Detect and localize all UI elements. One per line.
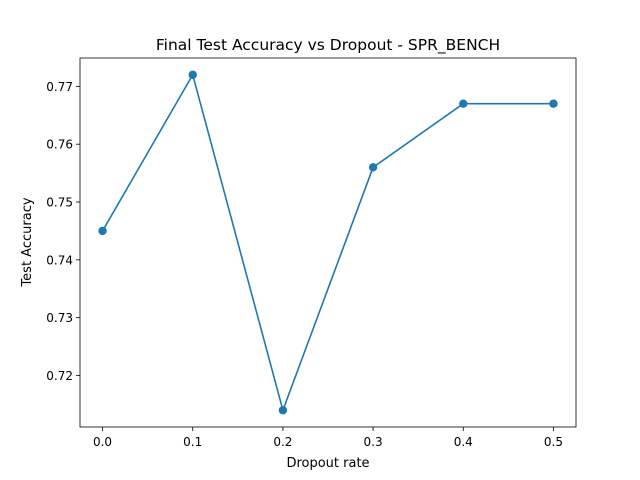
plot-frame	[79, 57, 577, 428]
data-point	[549, 99, 558, 108]
y-axis-label: Test Accuracy	[20, 197, 35, 287]
y-tick-label: 0.77	[46, 80, 73, 94]
y-tick-label: 0.74	[46, 253, 73, 267]
x-tick-label: 0.0	[93, 435, 112, 449]
chart-title: Final Test Accuracy vs Dropout - SPR_BEN…	[156, 36, 500, 55]
data-point	[278, 406, 288, 415]
data-point	[459, 99, 468, 108]
y-tick-label: 0.73	[46, 311, 73, 325]
data-point	[368, 163, 378, 172]
x-axis-label: Dropout rate	[286, 456, 369, 471]
y-tick-label: 0.76	[46, 138, 73, 152]
data-point	[188, 70, 197, 79]
x-tick-label: 0.1	[183, 435, 202, 449]
y-tick-label: 0.75	[46, 196, 73, 210]
series-line	[101, 73, 554, 412]
x-tick-label: 0.5	[544, 435, 563, 449]
x-tick-label: 0.3	[364, 435, 383, 449]
x-tick-label: 0.2	[273, 435, 292, 449]
y-tick-label: 0.72	[46, 369, 73, 383]
data-point	[98, 226, 107, 236]
x-tick-label: 0.4	[454, 435, 473, 449]
